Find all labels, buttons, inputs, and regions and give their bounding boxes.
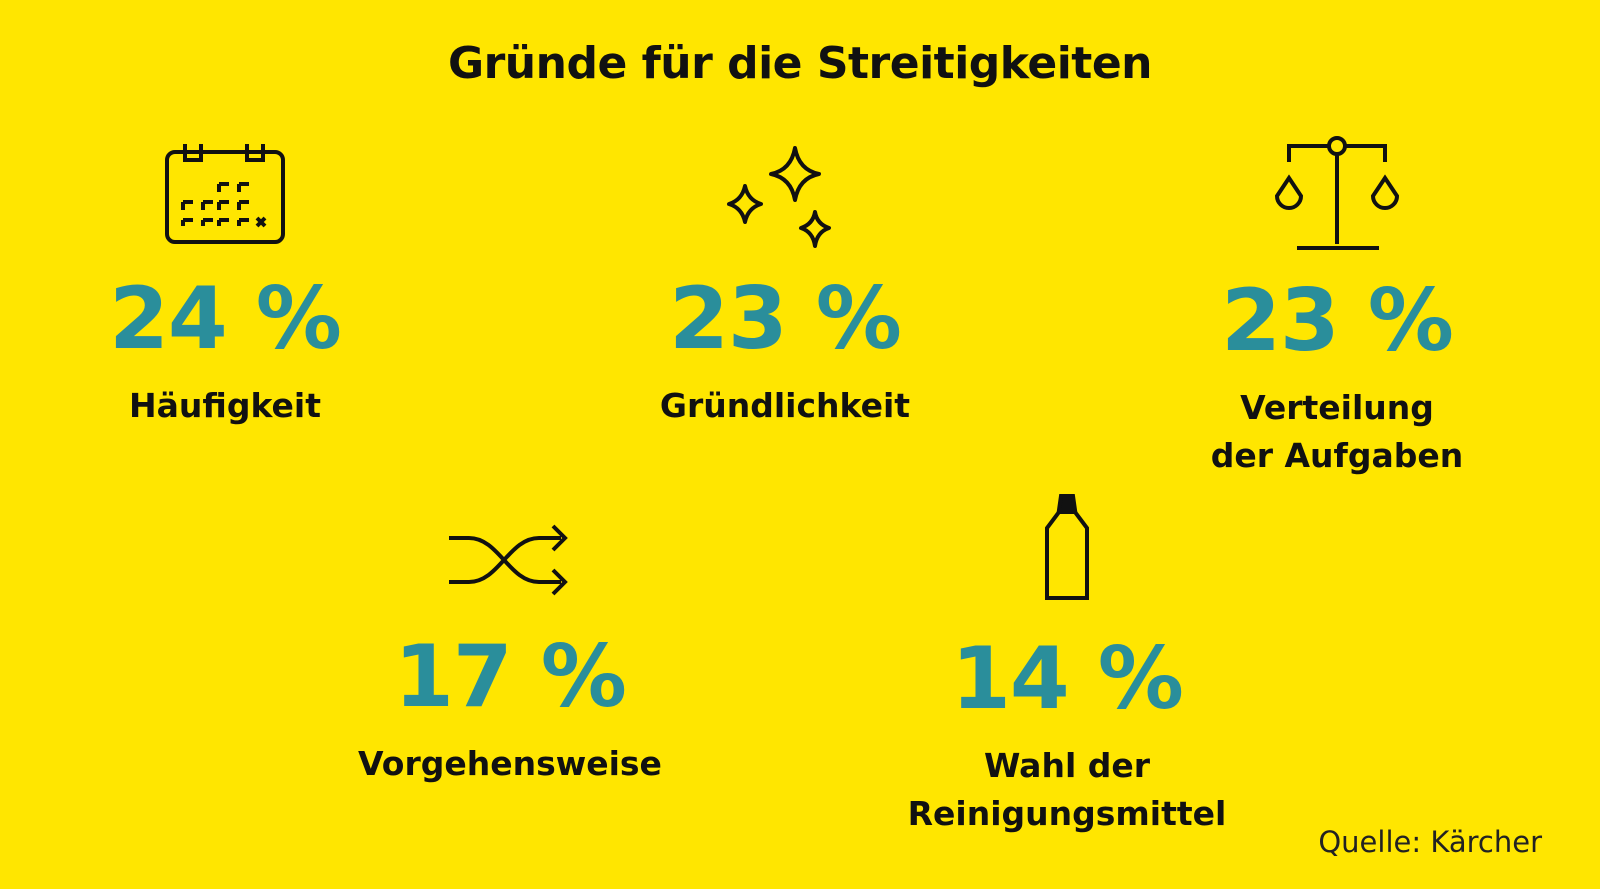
stat-label-line: Reinigungsmittel [907,794,1227,833]
stat-label-line: Wahl der [983,746,1151,785]
stat-value: 23 % [1221,271,1454,371]
stat-value: 24 % [109,269,342,369]
stat-item-reinigungsmittel: 14 % Wahl der Reinigungsmittel [857,494,1277,838]
stat-label: Vorgehensweise [358,744,662,783]
shuffle-icon [449,524,568,596]
stat-item-vorgehensweise: 17 % Vorgehensweise [300,520,720,788]
stat-item-verteilung: 23 % Verteilung der Aufgaben [1127,134,1547,480]
page-title: Gründe für die Streitigkeiten [447,38,1153,89]
stat-item-gruendlichkeit: 23 % Gründlichkeit [575,140,995,430]
calendar-icon [165,144,285,244]
bottle-icon [1045,494,1089,600]
stat-value: 23 % [669,269,902,369]
stat-label: Häufigkeit [129,386,321,425]
source-note: Quelle: Kärcher [1318,825,1542,859]
stat-item-haeufigkeit: 24 % Häufigkeit [15,140,435,430]
stat-value: 14 % [951,629,1184,729]
stat-label-line: Verteilung [1240,388,1434,427]
stat-label: Wahl der Reinigungsmittel [857,742,1277,838]
scales-icon [1274,136,1400,250]
stat-value: 17 % [394,627,627,727]
stat-label: Verteilung der Aufgaben [1127,384,1547,480]
sparkle-icon [727,146,831,248]
stat-label-line: der Aufgaben [1210,436,1464,475]
stat-label: Gründlichkeit [659,386,911,425]
